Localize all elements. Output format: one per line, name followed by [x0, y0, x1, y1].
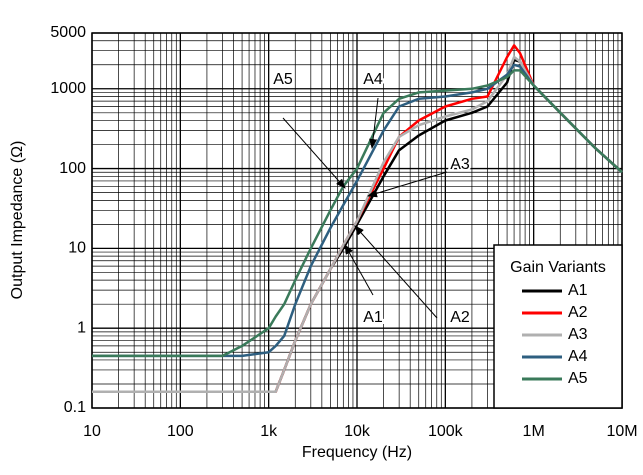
x-tick-label: 100	[167, 423, 194, 440]
annotation-arrow	[354, 225, 438, 319]
x-tick-label: 10M	[606, 423, 637, 440]
annotation-arrow	[367, 171, 448, 198]
y-tick-label: 1	[77, 319, 86, 336]
y-tick-label: 0.1	[64, 399, 86, 416]
legend-label: A1	[568, 282, 588, 299]
annotation: A4	[363, 71, 383, 88]
legend-label: A4	[568, 348, 588, 365]
annotation-arrow	[282, 117, 346, 189]
y-tick-label: 10	[68, 240, 86, 257]
annotation: A1	[363, 309, 383, 326]
legend-label: A5	[568, 370, 588, 387]
x-tick-label: 10	[83, 423, 101, 440]
annotation: A3	[450, 156, 470, 173]
annotation: A2	[450, 309, 470, 326]
x-axis-label: Frequency (Hz)	[302, 444, 412, 461]
y-tick-label: 100	[59, 160, 86, 177]
series-line	[92, 55, 623, 393]
x-tick-label: 1M	[523, 423, 545, 440]
x-tick-label: 1k	[260, 423, 278, 440]
annotation-arrow	[344, 244, 374, 296]
y-tick-label: 1000	[50, 80, 86, 97]
legend-label: A3	[568, 326, 588, 343]
y-tick-label: 5000	[50, 24, 86, 41]
annotation: A5	[273, 71, 293, 88]
y-axis-label: Output Impedance (Ω)	[9, 141, 26, 300]
series-line	[92, 63, 623, 358]
legend-title: Gain Variants	[510, 259, 606, 276]
legend-box	[493, 244, 623, 409]
x-tick-label: 10k	[344, 423, 371, 440]
series-line	[92, 69, 623, 358]
annotation-arrow	[369, 97, 379, 149]
plot-frame	[91, 32, 623, 409]
legend-label: A2	[568, 304, 588, 321]
x-tick-label: 100k	[428, 423, 464, 440]
